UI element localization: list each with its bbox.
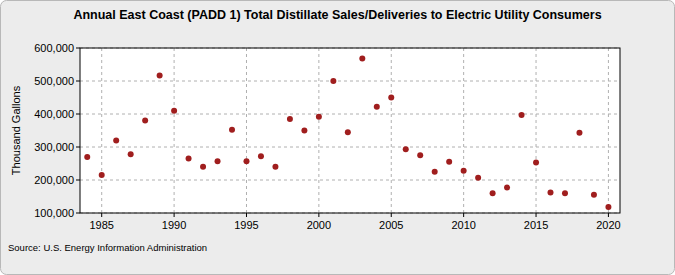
point — [229, 127, 235, 133]
tick — [463, 213, 464, 217]
point — [113, 137, 119, 143]
tick — [76, 147, 80, 148]
tick — [76, 48, 80, 49]
tick — [76, 114, 80, 115]
point — [345, 129, 351, 135]
point — [576, 130, 582, 136]
point — [243, 158, 249, 164]
grid-line — [536, 48, 537, 213]
point — [605, 204, 611, 210]
grid-line — [608, 48, 609, 213]
point — [142, 118, 148, 124]
tick — [318, 213, 319, 217]
tick-label: 1995 — [234, 219, 258, 231]
source: Source: U.S. Energy Information Administ… — [8, 242, 207, 253]
point — [490, 190, 496, 196]
title: Annual East Coast (PADD 1) Total Distill… — [73, 8, 601, 22]
grid-line — [80, 81, 620, 82]
tick — [101, 213, 102, 217]
point — [157, 72, 163, 78]
point — [388, 95, 394, 101]
tick — [246, 213, 247, 217]
point — [84, 154, 90, 160]
tick — [76, 81, 80, 82]
plot-area — [80, 48, 620, 213]
point — [316, 114, 322, 120]
tick-label: 300,000 — [34, 141, 74, 153]
tick-label: 400,000 — [34, 108, 74, 120]
point — [287, 116, 293, 122]
tick-label: 200,000 — [34, 174, 74, 186]
tick — [608, 213, 609, 217]
point — [359, 56, 365, 62]
grid-line — [80, 147, 620, 148]
point — [301, 128, 307, 134]
point — [504, 185, 510, 191]
point — [591, 192, 597, 198]
grid-line — [174, 48, 175, 213]
tick-label: 2010 — [451, 219, 475, 231]
tick-label: 2000 — [307, 219, 331, 231]
grid-line — [463, 48, 464, 213]
tick — [536, 213, 537, 217]
point — [374, 104, 380, 110]
axis-label: Thousand Gallons — [10, 85, 22, 175]
point — [272, 164, 278, 170]
grid-line — [80, 180, 620, 181]
point — [128, 151, 134, 157]
point — [330, 78, 336, 84]
chart: Annual East Coast (PADD 1) Total Distill… — [0, 0, 675, 275]
point — [417, 152, 423, 158]
point — [562, 190, 568, 196]
plot-frame — [80, 48, 620, 213]
point — [461, 168, 467, 174]
points — [84, 56, 611, 211]
point — [548, 190, 554, 196]
point — [215, 158, 221, 164]
point — [475, 175, 481, 181]
tick — [391, 213, 392, 217]
tick-label: 500,000 — [34, 75, 74, 87]
point — [200, 164, 206, 170]
grid-line — [391, 48, 392, 213]
grid-line — [80, 114, 620, 115]
tick-label: 1985 — [89, 219, 113, 231]
tick-label: 2005 — [379, 219, 403, 231]
grid-line — [318, 48, 319, 213]
tick-label: 600,000 — [34, 42, 74, 54]
point — [519, 112, 525, 118]
point — [171, 108, 177, 114]
tick-label: 100,000 — [34, 207, 74, 219]
tick-label: 2020 — [596, 219, 620, 231]
tick — [76, 180, 80, 181]
point — [258, 153, 264, 159]
point — [533, 160, 539, 166]
point — [446, 159, 452, 165]
background — [1, 1, 675, 275]
tick — [174, 213, 175, 217]
point — [403, 146, 409, 152]
tick-label: 1990 — [162, 219, 186, 231]
point — [99, 172, 105, 178]
point — [432, 169, 438, 175]
point — [186, 156, 192, 162]
grid-line — [246, 48, 247, 213]
grid-line — [101, 48, 102, 213]
tick — [76, 213, 80, 214]
tick-label: 2015 — [524, 219, 548, 231]
